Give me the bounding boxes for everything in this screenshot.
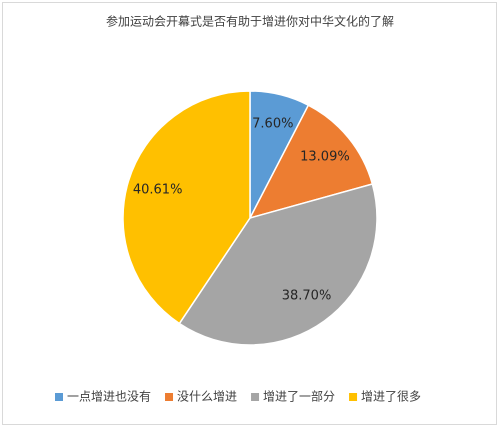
legend-swatch <box>349 393 358 401</box>
pie-slice <box>122 90 251 325</box>
data-label: 40.61% <box>133 182 183 197</box>
chart-title: 参加运动会开幕式是否有助于增进你对中华文化的了解 <box>106 14 394 29</box>
legend-label: 一点增进也没有 <box>67 389 151 404</box>
legend-label: 增进了一部分 <box>263 389 335 404</box>
legend-swatch <box>251 393 260 401</box>
legend-swatch <box>165 393 174 401</box>
legend-label: 增进了很多 <box>361 390 421 404</box>
pie-slice <box>248 104 374 220</box>
legend-swatch <box>55 393 63 401</box>
data-label: 13.09% <box>300 150 350 165</box>
data-label: 7.60% <box>252 117 293 132</box>
pie-slice <box>178 183 378 346</box>
data-label: 38.70% <box>282 289 332 304</box>
legend-label: 没什么增进 <box>177 389 237 404</box>
